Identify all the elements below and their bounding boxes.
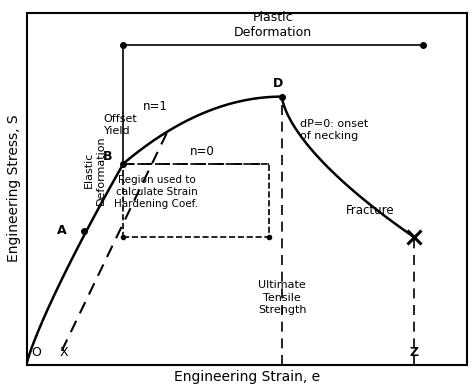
Text: Elastic
Deformation: Elastic Deformation (84, 135, 106, 205)
Text: X: X (60, 346, 68, 359)
Bar (123, 163, 269, 237)
X-axis label: Engineering Strain, e: Engineering Strain, e (173, 370, 320, 384)
Text: Offset
Yield: Offset Yield (104, 114, 137, 136)
Text: Plastic
Deformation: Plastic Deformation (234, 11, 312, 39)
Text: Region used to
calculate Strain
Hardening Coef.: Region used to calculate Strain Hardenin… (114, 175, 199, 210)
Text: O: O (31, 346, 41, 359)
Text: Fracture: Fracture (346, 204, 394, 217)
Text: D: D (273, 77, 283, 90)
Text: Z: Z (410, 346, 419, 359)
Text: n=0: n=0 (190, 145, 214, 158)
Text: n=1: n=1 (143, 100, 168, 113)
Text: Ultimate
Tensile
Strength: Ultimate Tensile Strength (258, 280, 306, 315)
Y-axis label: Engineering Stress, S: Engineering Stress, S (7, 115, 21, 262)
Text: dP=0: onset
of necking: dP=0: onset of necking (300, 119, 368, 141)
Text: A: A (57, 224, 66, 237)
Text: B: B (103, 151, 113, 163)
